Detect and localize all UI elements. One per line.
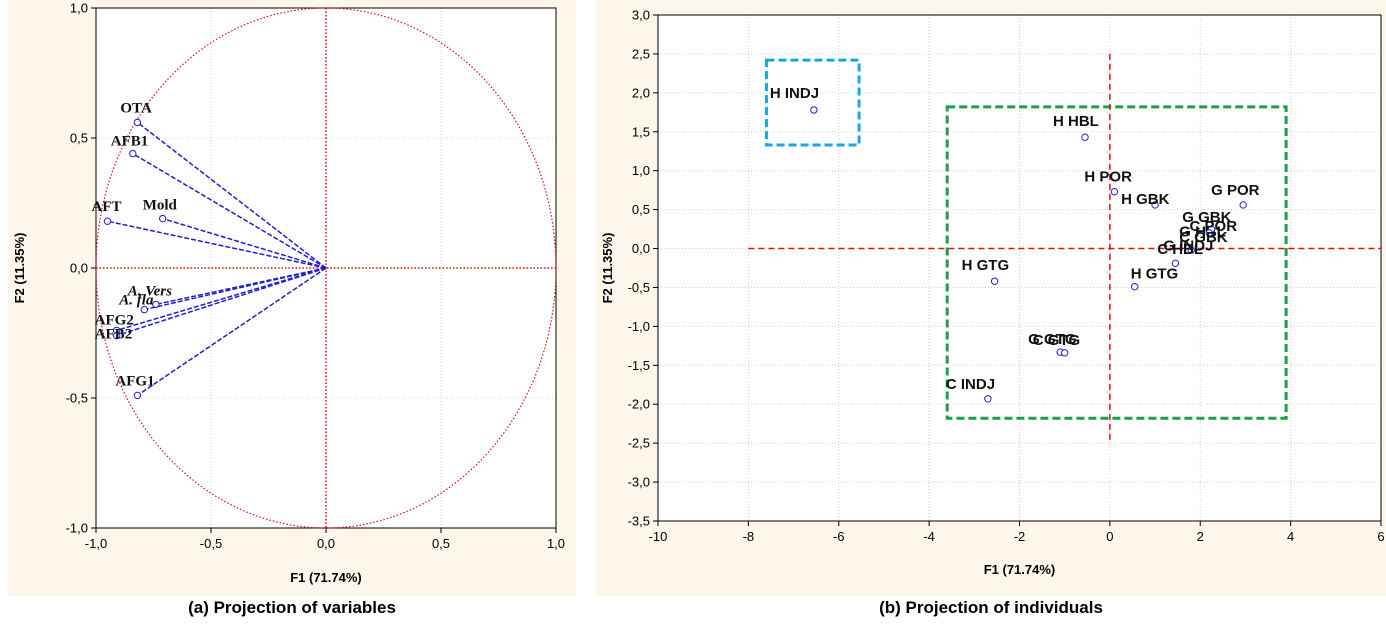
x-tick-label: -1,0 <box>85 536 107 551</box>
y-tick-label: 3,0 <box>632 8 650 23</box>
individual-label: H GTG <box>1131 266 1179 283</box>
y-tick-label: 2,5 <box>632 46 650 61</box>
variable-point <box>140 305 149 314</box>
individual-label: H GBK <box>1121 191 1170 208</box>
y-tick-label: -0,5 <box>628 280 650 295</box>
x-tick-label: -10 <box>649 529 668 544</box>
individual-label: G INDJ <box>1163 237 1213 254</box>
individual-label: H INDJ <box>770 85 819 102</box>
variable-label: A. fla <box>118 293 154 309</box>
individual-point <box>1187 246 1195 254</box>
individual-point <box>984 395 992 403</box>
individual-label: G POR <box>1211 182 1260 199</box>
variable-label: OTA <box>120 100 152 116</box>
y-tick-label: 2,0 <box>632 85 650 100</box>
variable-point <box>159 214 167 223</box>
vector-line <box>162 217 327 269</box>
y-axis-label: F2 (11.35%) <box>12 233 27 304</box>
correlation-circle <box>95 7 557 529</box>
y-tick-label: 1,0 <box>70 1 88 16</box>
variable-label: AFG2 <box>95 312 134 328</box>
panel-individuals: -10 -8 -6 -4 -2 0 2 4 6 -3,5 -3,0 -2,5 -2,0 -1,5 -1,0 -… <box>596 0 1386 596</box>
x-tick-label: 0,0 <box>317 536 335 551</box>
panel-variables: -1,0 -0,5 0,0 0,5 1,0 -1,0 -0,5 0,0 0,5 1,0 F1 (71… <box>8 0 576 596</box>
individual-point <box>1151 201 1159 209</box>
vector-line <box>136 121 327 269</box>
variable-label: AFB2 <box>95 327 133 343</box>
y-tick-label: -3,0 <box>628 475 650 490</box>
variable-point <box>133 391 142 400</box>
individual-point <box>1205 229 1213 237</box>
x-tick-label: -4 <box>923 529 935 544</box>
variable-label: Mold <box>143 198 178 214</box>
x-tick-label: -0,5 <box>200 536 222 551</box>
individual-label: C HBL <box>1157 241 1203 258</box>
individual-point <box>1081 133 1089 141</box>
vector-line <box>132 152 327 269</box>
caption-individuals: (b) Projection of individuals <box>879 598 1103 617</box>
individual-point <box>1171 259 1180 268</box>
individual-label: C GBK <box>1179 229 1228 246</box>
individual-point <box>1131 282 1139 291</box>
vector-line <box>136 267 327 397</box>
variable-label: AFG1 <box>115 373 154 389</box>
variable-label: A. Vers <box>127 283 172 299</box>
y-tick-label: -1,0 <box>66 521 88 536</box>
individual-point <box>810 106 818 114</box>
y-tick-label: 0,0 <box>632 241 650 256</box>
variable-point <box>103 217 112 225</box>
individual-point <box>990 277 999 285</box>
individual-label: H HBL <box>1053 113 1099 130</box>
individual-label: G GTG <box>1028 331 1076 348</box>
x-tick-label: -6 <box>833 529 845 544</box>
y-tick-label: 1,0 <box>632 163 650 178</box>
individuals-chart: -10 -8 -6 -4 -2 0 2 4 6 -3,5 -3,0 -2,5 -2,0 -1,5 -1,0 -… <box>600 8 1385 578</box>
vector-line <box>144 267 327 311</box>
y-tick-label: 0,5 <box>70 131 88 146</box>
x-tick-label: 0 <box>1106 529 1113 544</box>
x-tick-label: 4 <box>1287 529 1294 544</box>
x-tick-label: -8 <box>743 529 755 544</box>
x-tick-label: 0,5 <box>432 536 450 551</box>
y-tick-label: 1,5 <box>632 124 650 139</box>
outlier-box <box>764 58 861 147</box>
y-tick-label: -1,5 <box>628 358 650 373</box>
y-tick-label: -3,5 <box>628 514 650 529</box>
variable-point <box>113 331 121 340</box>
y-tick-label: -2,5 <box>628 436 650 451</box>
individual-point <box>1239 201 1247 209</box>
cluster-box <box>945 105 1288 420</box>
individual-label: G GBK <box>1182 209 1231 226</box>
variable-point <box>133 118 142 127</box>
variables-chart: -1,0 -0,5 0,0 0,5 1,0 -1,0 -0,5 0,0 0,5 1,0 F1 (71… <box>12 1 565 586</box>
vector-line <box>107 220 327 269</box>
variable-label: AFT <box>92 199 122 215</box>
variable-point <box>129 149 137 158</box>
y-tick-label: 0,5 <box>632 202 650 217</box>
x-tick-label: -2 <box>1014 529 1026 544</box>
individual-label: C INDJ <box>946 376 995 393</box>
individual-label: C POR <box>1190 218 1238 235</box>
vector-line <box>116 267 327 337</box>
x-axis-label: F1 (71.74%) <box>984 562 1056 577</box>
vector-line <box>116 267 327 332</box>
x-tick-label: 6 <box>1377 529 1384 544</box>
y-tick-label: 0,0 <box>70 261 88 276</box>
individual-label: H POR <box>1084 169 1132 186</box>
y-tick-label: -1,0 <box>628 319 650 334</box>
individual-point <box>1060 349 1069 357</box>
y-tick-label: -0,5 <box>66 391 88 406</box>
y-tick-label: -2,0 <box>628 397 650 412</box>
variable-label: AFB1 <box>111 134 149 150</box>
individual-label: H GTG <box>962 257 1010 274</box>
x-tick-label: 2 <box>1197 529 1204 544</box>
x-tick-label: 1,0 <box>547 536 565 551</box>
x-axis-label: F1 (71.74%) <box>290 570 362 585</box>
individual-point <box>1110 188 1119 196</box>
caption-variables: (a) Projection of variables <box>188 598 396 617</box>
individual-label: C GTG <box>1033 332 1081 349</box>
y-axis-label: F2 (11.35%) <box>600 233 615 304</box>
